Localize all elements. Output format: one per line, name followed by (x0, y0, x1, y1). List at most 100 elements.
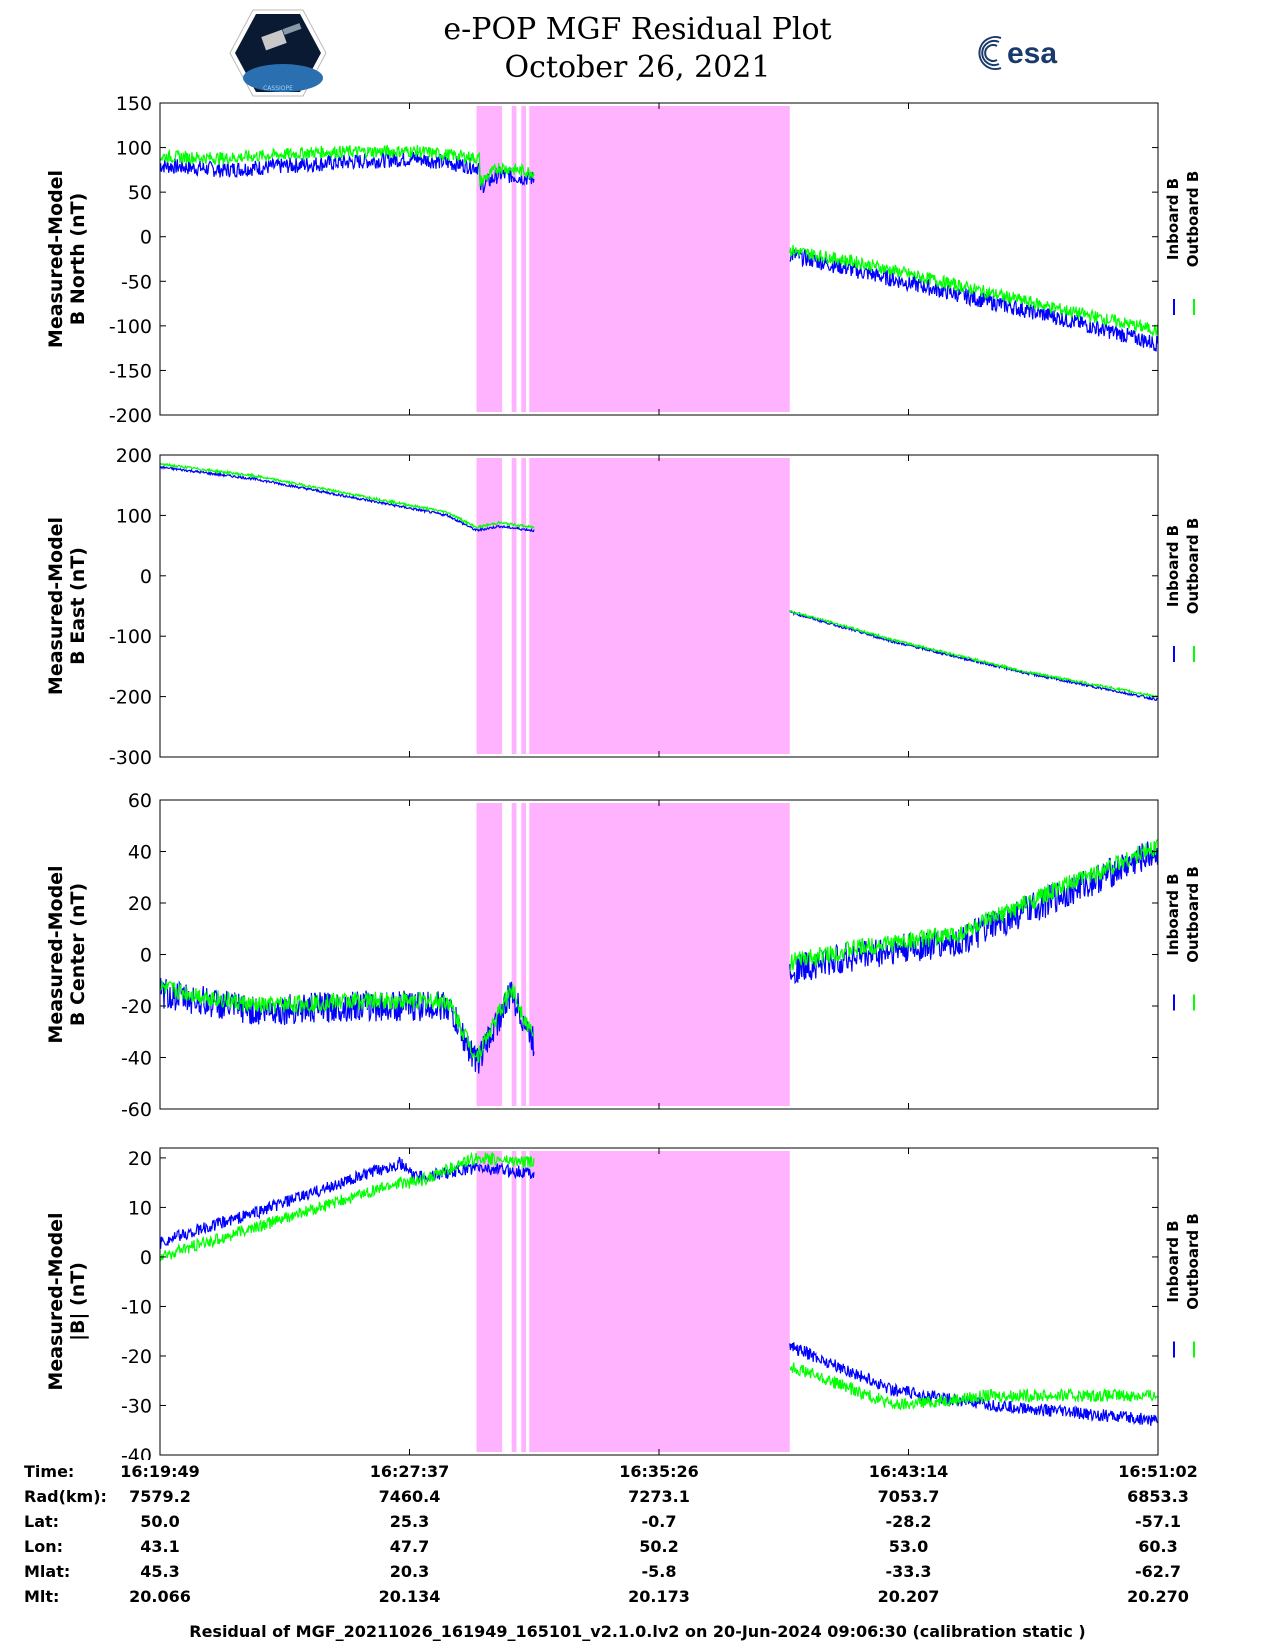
y-tick-label: -60 (121, 1099, 152, 1121)
chart-title-line2: October 26, 2021 (504, 50, 771, 85)
esa-logo-icon: esa (978, 36, 1057, 70)
orbit-value: 7460.4 (378, 1487, 441, 1506)
y-tick-label: -20 (121, 996, 152, 1018)
orbit-value: -28.2 (885, 1512, 932, 1531)
data-gap-1 (476, 1151, 503, 1452)
y-axis-label-line2: |B| (nT) (67, 1262, 89, 1341)
data-gap-4 (529, 1151, 790, 1452)
y-tick-label: 10 (128, 1197, 152, 1219)
y-tick-label: 100 (116, 138, 152, 160)
legend-inboard: Inboard B (1164, 525, 1182, 607)
data-gap-4 (529, 106, 790, 412)
orbit-value: 16:35:26 (619, 1462, 699, 1481)
data-gap-2 (511, 458, 517, 754)
orbit-value: 47.7 (389, 1537, 430, 1556)
series-outboard-seg2 (789, 609, 1159, 699)
y-axis-label: Measured-ModelB North (nT) (45, 170, 89, 348)
orbit-value: 6853.3 (1127, 1487, 1189, 1506)
orbit-value: 53.0 (888, 1537, 929, 1556)
epop-logo-text: CASSIOPE (263, 85, 293, 92)
orbit-value: 7053.7 (877, 1487, 940, 1506)
orbit-value: 20.207 (877, 1587, 940, 1606)
orbit-value: 20.134 (378, 1587, 441, 1606)
orbit-value: 50.2 (639, 1537, 679, 1556)
series-inboard-seg2 (789, 248, 1159, 352)
y-tick-label: -100 (109, 626, 152, 648)
orbit-value: 16:27:37 (369, 1462, 450, 1481)
y-axis-label-line1: Measured-Model (45, 1212, 67, 1390)
data-gap-2 (511, 803, 517, 1106)
y-tick-label: 0 (140, 1247, 152, 1269)
series-inboard-seg1 (159, 1156, 535, 1250)
y-axis-label: Measured-ModelB East (nT) (45, 517, 89, 695)
orbit-value: 25.3 (389, 1512, 430, 1531)
y-tick-label: -150 (109, 360, 152, 382)
data-gap-1 (476, 106, 503, 412)
orbit-row-label: Rad(km): (24, 1487, 107, 1506)
legend-outboard: Outboard B (1184, 1213, 1202, 1310)
orbit-value: 20.173 (628, 1587, 690, 1606)
y-tick-label: -200 (109, 405, 152, 427)
legend: Inboard B Outboard B (1164, 1213, 1202, 1310)
y-tick-label: 40 (128, 842, 152, 864)
y-tick-label: -40 (121, 1445, 152, 1460)
series-outboard-seg2 (789, 244, 1159, 338)
y-axis-label-line2: B East (nT) (67, 547, 89, 665)
orbit-value: 45.3 (140, 1562, 180, 1581)
y-axis-label-line1: Measured-Model (45, 517, 67, 695)
orbit-value: 16:43:14 (868, 1462, 949, 1481)
legend-inboard: Inboard B (1164, 873, 1182, 955)
series-outboard-seg1 (159, 980, 535, 1063)
legend: Inboard B Outboard B (1164, 866, 1202, 963)
y-tick-label: -40 (121, 1048, 152, 1070)
series-outboard-seg1 (159, 462, 535, 530)
y-tick-label: 0 (140, 566, 152, 588)
y-axis-label-line1: Measured-Model (45, 170, 67, 348)
orbit-row-label: Time: (24, 1462, 75, 1481)
panel-1: 150 100 50 0 -50 -100 -150 -200 Measured-ModelB … (45, 93, 1202, 427)
y-tick-label: -50 (121, 271, 152, 293)
y-tick-label: 150 (116, 93, 152, 115)
y-axis-label: Measured-Model|B| (nT) (45, 1212, 89, 1390)
legend: Inboard B Outboard B (1164, 171, 1202, 268)
panel-4: 20 10 0 -10 -20 -30 -40 Measured-Model|B| (nT) I… (45, 1147, 1202, 1460)
series-outboard-seg2 (789, 1362, 1158, 1411)
orbit-value: 7273.1 (628, 1487, 690, 1506)
data-gap-1 (476, 803, 503, 1106)
orbit-row-label: Lat: (24, 1512, 60, 1531)
data-gap-4 (529, 458, 790, 754)
orbit-value: 20.270 (1127, 1587, 1189, 1606)
orbit-row-label: Mlat: (24, 1562, 71, 1581)
epop-logo-icon: CASSIOPE (229, 9, 327, 97)
orbit-value: -0.7 (641, 1512, 677, 1531)
y-tick-label: 0 (140, 227, 152, 249)
orbit-row-label: Lon: (24, 1537, 63, 1556)
y-tick-label: 200 (116, 445, 152, 467)
legend-outboard: Outboard B (1184, 866, 1202, 963)
series-inboard-seg2 (789, 610, 1158, 701)
data-gap-2 (511, 106, 517, 412)
orbit-row-label: Mlt: (24, 1587, 60, 1606)
data-gap-3 (521, 803, 527, 1106)
y-tick-label: -20 (121, 1346, 152, 1368)
legend-inboard: Inboard B (1164, 178, 1182, 260)
y-tick-label: 60 (128, 790, 152, 812)
y-tick-label: -10 (121, 1296, 152, 1318)
orbit-value: -5.8 (641, 1562, 677, 1581)
data-gap-3 (521, 458, 527, 754)
orbit-value: -57.1 (1134, 1512, 1182, 1531)
orbit-value: 20.3 (389, 1562, 430, 1581)
y-axis-label-line2: B Center (nT) (67, 883, 89, 1026)
legend-inboard: Inboard B (1164, 1220, 1182, 1302)
chart-title-line1: e-POP MGF Residual Plot (443, 12, 832, 47)
legend-outboard: Outboard B (1184, 518, 1202, 615)
y-tick-label: -30 (121, 1395, 152, 1417)
legend-outboard: Outboard B (1184, 171, 1202, 268)
orbit-value: 43.1 (140, 1537, 180, 1556)
series-outboard-seg2 (789, 839, 1158, 972)
orbit-value: 50.0 (140, 1512, 180, 1531)
y-tick-label: 20 (128, 1148, 152, 1170)
orbit-value: 60.3 (1138, 1537, 1178, 1556)
y-tick-label: -300 (109, 747, 152, 769)
orbit-value: 16:19:49 (120, 1462, 200, 1481)
